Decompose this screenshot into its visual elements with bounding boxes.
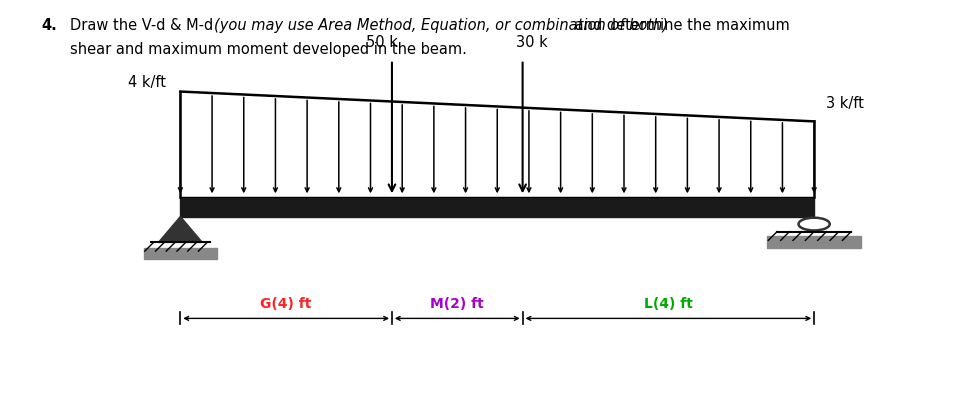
Text: 30 k: 30 k bbox=[517, 35, 548, 50]
Text: 4.: 4. bbox=[41, 18, 57, 33]
Text: Draw the V-d & M-d: Draw the V-d & M-d bbox=[70, 18, 218, 33]
Text: shear and maximum moment developed in the beam.: shear and maximum moment developed in th… bbox=[70, 42, 467, 57]
Text: and determine the maximum: and determine the maximum bbox=[570, 18, 790, 33]
Text: (you may use Area Method, Equation, or combination of both): (you may use Area Method, Equation, or c… bbox=[214, 18, 669, 33]
Text: G(4) ft: G(4) ft bbox=[260, 297, 312, 311]
Text: M(2) ft: M(2) ft bbox=[430, 297, 485, 311]
Bar bbox=[767, 236, 861, 248]
Text: L(4) ft: L(4) ft bbox=[644, 297, 693, 311]
Text: 3 k/ft: 3 k/ft bbox=[826, 96, 864, 111]
Text: 4 k/ft: 4 k/ft bbox=[128, 74, 166, 90]
Bar bbox=[180, 197, 814, 217]
Polygon shape bbox=[158, 217, 203, 242]
Bar bbox=[144, 248, 217, 259]
Text: 50 k: 50 k bbox=[367, 35, 398, 50]
